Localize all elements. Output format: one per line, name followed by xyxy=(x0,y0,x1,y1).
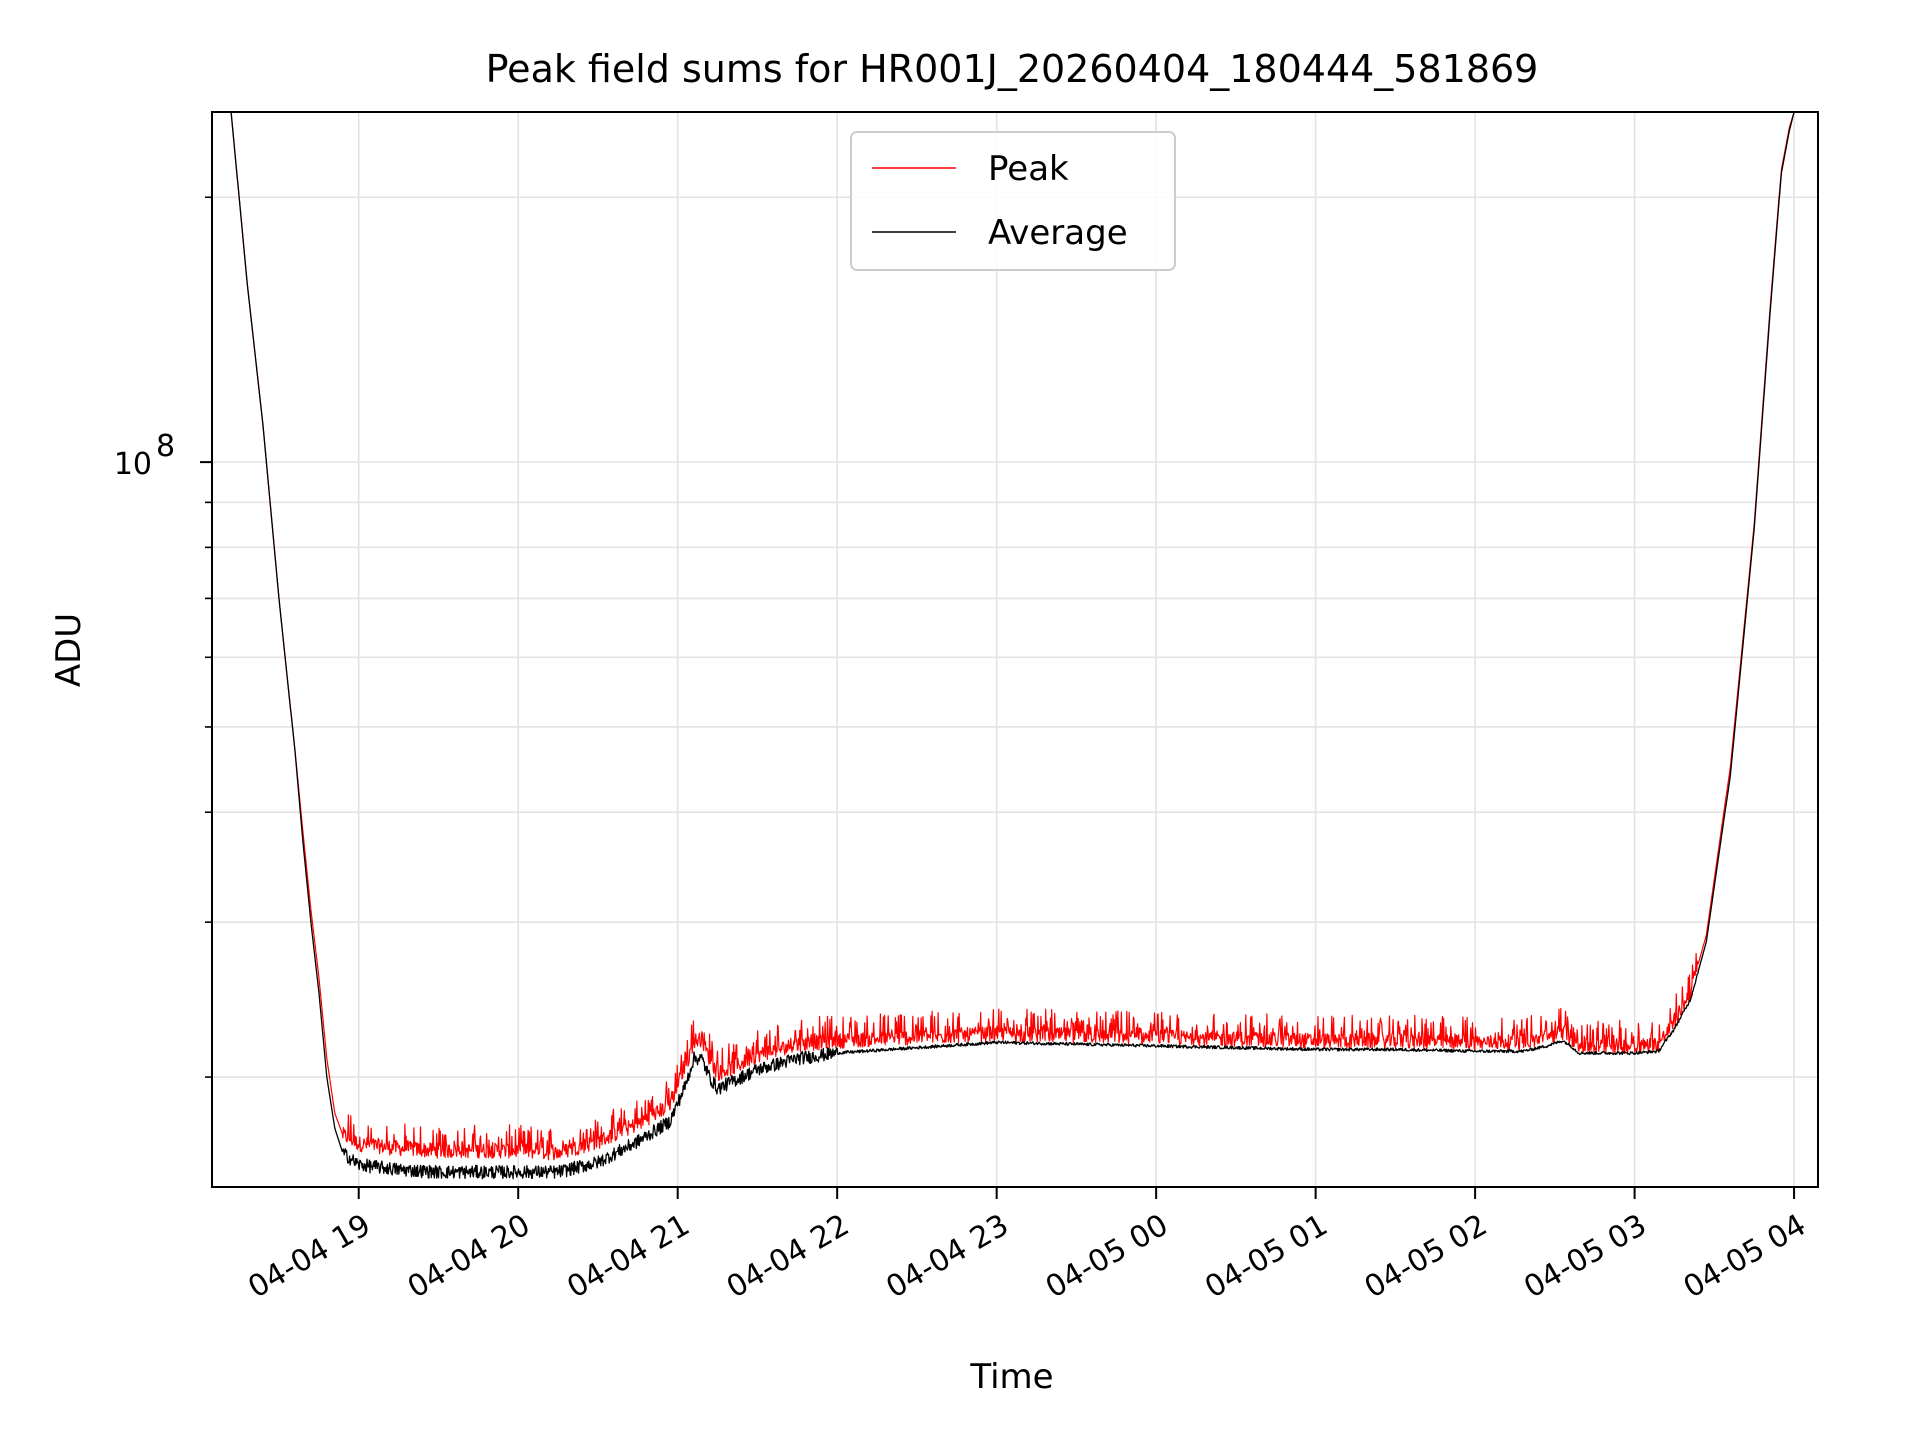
legend-label-peak: Peak xyxy=(988,149,1069,189)
series-line-average xyxy=(230,112,1795,1180)
plot-frame xyxy=(211,111,1819,1188)
x-axis-label: Time xyxy=(969,1357,1053,1397)
y-tick-label-base: 10 xyxy=(114,447,152,482)
series-group xyxy=(230,112,1795,1180)
chart-title: Peak field sums for HR001J_20260404_1804… xyxy=(486,47,1539,91)
legend-label-average: Average xyxy=(988,213,1128,253)
series-line-peak xyxy=(230,112,1795,1161)
legend-box xyxy=(850,131,1176,271)
y-axis-label: ADU xyxy=(49,613,89,687)
y-tick-label-exponent: 8 xyxy=(156,429,175,464)
legend: Peak Average xyxy=(850,131,1176,271)
grid xyxy=(212,112,1818,1187)
